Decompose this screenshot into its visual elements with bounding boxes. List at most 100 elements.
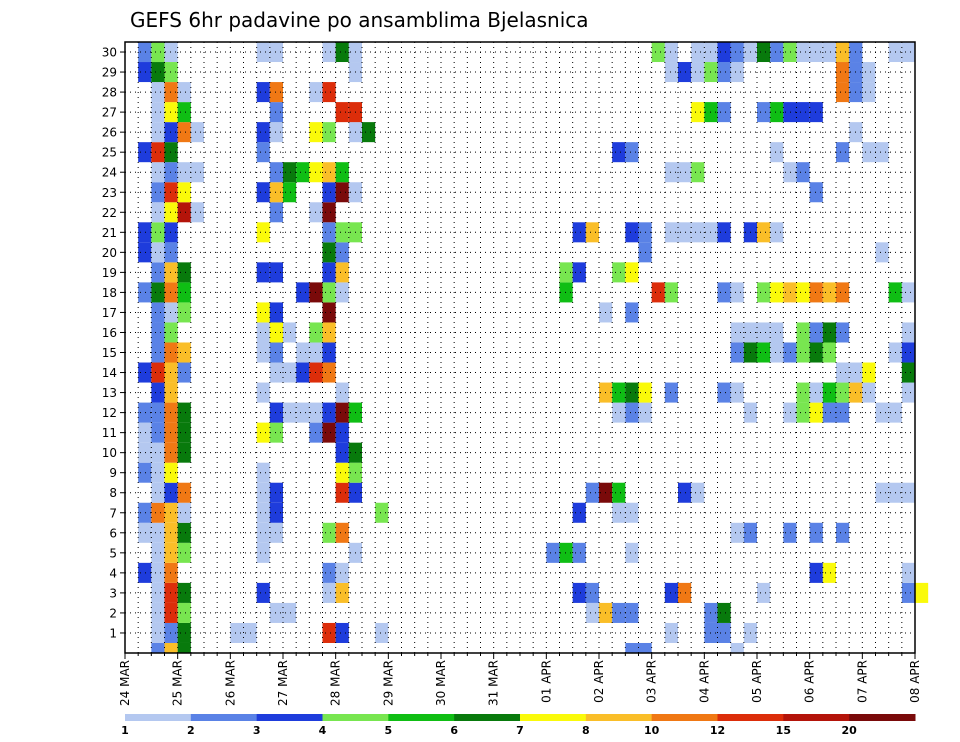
heatmap-cell (138, 142, 152, 163)
y-tick-label: 21 (102, 226, 117, 240)
heatmap-cell (875, 142, 889, 163)
heatmap-cell (151, 602, 165, 623)
heatmap-cell (901, 322, 915, 343)
heatmap-cell (177, 422, 191, 443)
heatmap-cell (296, 342, 310, 363)
heatmap-cell (177, 542, 191, 563)
heatmap-cell (625, 262, 639, 283)
heatmap-cell (770, 322, 784, 343)
heatmap-cell (322, 42, 336, 63)
heatmap-cell (375, 502, 389, 523)
heatmap-cell (612, 502, 626, 523)
heatmap-cell (283, 162, 297, 183)
heatmap-cell (691, 102, 705, 123)
heatmap-cell (164, 562, 178, 583)
y-tick-label: 30 (102, 46, 117, 60)
heatmap-cell (164, 482, 178, 503)
heatmap-cell (625, 602, 639, 623)
heatmap-cell (138, 462, 152, 483)
heatmap-cell (783, 162, 797, 183)
heatmap-cell (164, 522, 178, 543)
heatmap-cell (296, 362, 310, 383)
heatmap-cell (256, 342, 270, 363)
heatmap-cell (335, 522, 349, 543)
heatmap-cell (572, 262, 586, 283)
y-tick-label: 25 (102, 146, 117, 160)
x-tick-label: 30 MAR (434, 660, 448, 706)
heatmap-cell (151, 342, 165, 363)
y-tick-label: 10 (102, 446, 117, 460)
heatmap-cell (256, 522, 270, 543)
heatmap-cell (862, 82, 876, 103)
colorbar-tick-label: 12 (710, 724, 725, 737)
y-tick-label: 27 (102, 106, 117, 120)
heatmap-cell (269, 522, 283, 543)
heatmap-cell (836, 522, 850, 543)
chart-title: GEFS 6hr padavine po ansamblima Bjelasni… (130, 8, 589, 32)
heatmap-cell (151, 202, 165, 223)
heatmap-cell (138, 362, 152, 383)
colorbar-swatch (585, 714, 653, 721)
heatmap-cell (809, 282, 823, 303)
heatmap-cell (335, 482, 349, 503)
heatmap-cell (164, 462, 178, 483)
heatmap-cell (269, 362, 283, 383)
heatmap-cell (335, 622, 349, 643)
heatmap-cell (335, 382, 349, 403)
colorbar-tick-label: 10 (644, 724, 660, 737)
heatmap-cell (190, 122, 204, 143)
heatmap-cell (177, 622, 191, 643)
heatmap-cell (717, 382, 731, 403)
heatmap-cell (836, 362, 850, 383)
x-tick-label: 03 APR (645, 660, 659, 703)
heatmap-cell (164, 102, 178, 123)
heatmap-cell (915, 582, 929, 603)
heatmap-cell (585, 582, 599, 603)
heatmap-cell (269, 82, 283, 103)
heatmap-cell (256, 262, 270, 283)
x-tick-label: 26 MAR (223, 660, 237, 706)
heatmap-cell (809, 182, 823, 203)
heatmap-cell (809, 522, 823, 543)
heatmap-cell (190, 162, 204, 183)
heatmap-cell (625, 502, 639, 523)
heatmap-cell (585, 482, 599, 503)
heatmap-cell (296, 282, 310, 303)
heatmap-cell (164, 142, 178, 163)
heatmap-cell (256, 422, 270, 443)
heatmap-cell (717, 222, 731, 243)
heatmap-cell (546, 542, 560, 563)
heatmap-cell (151, 562, 165, 583)
heatmap-cell (625, 222, 639, 243)
x-tick-label: 01 APR (539, 660, 553, 703)
heatmap-cell (717, 42, 731, 63)
heatmap-cell (559, 262, 573, 283)
colorbar-tick-label: 7 (516, 724, 524, 737)
heatmap-cell (322, 522, 336, 543)
heatmap-cell (612, 142, 626, 163)
heatmap-cell (375, 622, 389, 643)
heatmap-cell (177, 82, 191, 103)
x-tick-label: 25 MAR (171, 660, 185, 706)
heatmap-cell (757, 282, 771, 303)
heatmap-cell (151, 62, 165, 83)
heatmap-cell (796, 382, 810, 403)
heatmap-cell (822, 282, 836, 303)
heatmap-cell (836, 142, 850, 163)
heatmap-cell (151, 482, 165, 503)
heatmap-cell (572, 222, 586, 243)
heatmap-cell (796, 322, 810, 343)
heatmap-cell (901, 42, 915, 63)
heatmap-cell (625, 382, 639, 403)
y-tick-label: 11 (102, 426, 117, 440)
heatmap-cell (322, 362, 336, 383)
heatmap-cell (783, 342, 797, 363)
heatmap-cell (691, 482, 705, 503)
heatmap-cell (717, 102, 731, 123)
heatmap-cell (664, 222, 678, 243)
heatmap-cell (335, 242, 349, 263)
heatmap-cell (809, 382, 823, 403)
heatmap-cell (177, 362, 191, 383)
colorbar-swatch (256, 714, 323, 721)
heatmap-cell (322, 162, 336, 183)
